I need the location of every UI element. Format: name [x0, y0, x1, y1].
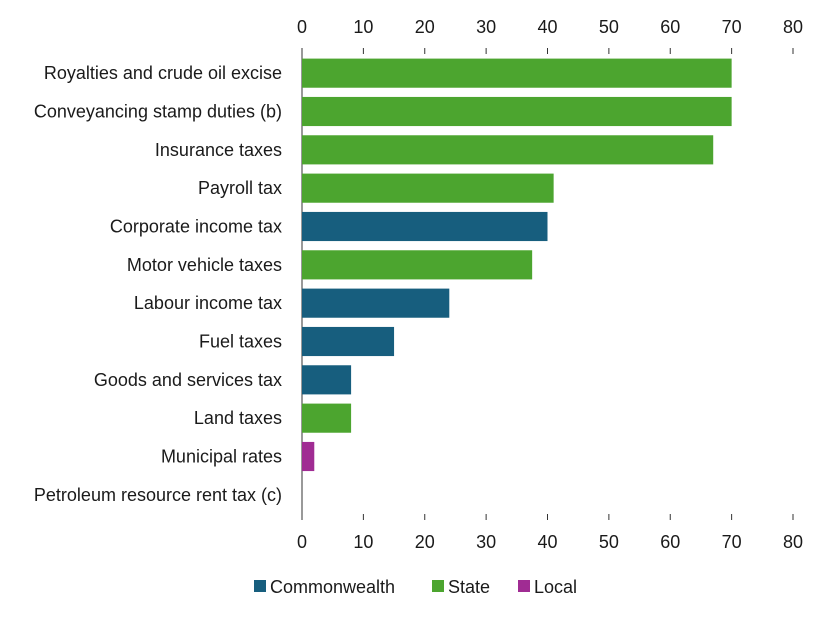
bottom-tick-label-20: 20: [415, 532, 435, 552]
top-tick-label-10: 10: [353, 17, 373, 37]
category-label-motor-vehicle-taxes: Motor vehicle taxes: [127, 255, 282, 275]
bar-land-taxes: [302, 403, 352, 433]
legend-label-state: State: [448, 577, 490, 597]
category-label-corporate-income-tax: Corporate income tax: [110, 217, 282, 237]
bars: [302, 58, 732, 472]
bar-royalties-and-crude-oil-excise: [302, 58, 732, 88]
bottom-tick-label-60: 60: [660, 532, 680, 552]
category-label-payroll-tax: Payroll tax: [198, 178, 282, 198]
top-tick-label-0: 0: [297, 17, 307, 37]
category-label-municipal-rates: Municipal rates: [161, 447, 282, 467]
category-label-land-taxes: Land taxes: [194, 408, 282, 428]
top-tick-label-50: 50: [599, 17, 619, 37]
bottom-tick-label-10: 10: [353, 532, 373, 552]
top-tick-label-60: 60: [660, 17, 680, 37]
top-tick-label-70: 70: [722, 17, 742, 37]
category-label-goods-and-services-tax: Goods and services tax: [94, 370, 282, 390]
top-tick-label-30: 30: [476, 17, 496, 37]
bottom-axis: 0 10 20 30 40 50 60 70 80: [297, 514, 803, 552]
top-tick-label-80: 80: [783, 17, 803, 37]
category-label-fuel-taxes: Fuel taxes: [199, 332, 282, 352]
category-label-labour-income-tax: Labour income tax: [134, 293, 282, 313]
bottom-tick-label-80: 80: [783, 532, 803, 552]
bar-goods-and-services-tax: [302, 365, 352, 395]
legend-swatch-commonwealth: [254, 580, 266, 592]
bottom-tick-label-40: 40: [537, 532, 557, 552]
bar-corporate-income-tax: [302, 211, 548, 242]
bottom-tick-label-70: 70: [722, 532, 742, 552]
category-label-royalties-and-crude-oil-excise: Royalties and crude oil excise: [44, 63, 282, 83]
bar-municipal-rates: [302, 441, 315, 472]
category-label-conveyancing-stamp-duties-b: Conveyancing stamp duties (b): [34, 102, 282, 122]
bottom-tick-label-30: 30: [476, 532, 496, 552]
bottom-tick-label-0: 0: [297, 532, 307, 552]
bar-labour-income-tax: [302, 288, 450, 318]
legend-label-commonwealth: Commonwealth: [270, 577, 395, 597]
top-tick-label-20: 20: [415, 17, 435, 37]
bar-conveyancing-stamp-duties-b: [302, 96, 732, 127]
bottom-tick-label-50: 50: [599, 532, 619, 552]
bar-insurance-taxes: [302, 135, 714, 165]
legend-swatch-state: [432, 580, 444, 592]
bar-motor-vehicle-taxes: [302, 250, 533, 280]
top-tick-label-40: 40: [537, 17, 557, 37]
bar-fuel-taxes: [302, 326, 395, 357]
top-axis: 0 10 20 30 40 50 60 70 80: [297, 17, 803, 54]
legend: Commonwealth State Local: [254, 577, 577, 597]
legend-swatch-local: [518, 580, 530, 592]
category-labels: Royalties and crude oil excise Conveyanci…: [34, 63, 282, 505]
category-label-insurance-taxes: Insurance taxes: [155, 140, 282, 160]
bar-payroll-tax: [302, 173, 554, 203]
category-label-petroleum-resource-rent-tax-c: Petroleum resource rent tax (c): [34, 485, 282, 505]
legend-label-local: Local: [534, 577, 577, 597]
